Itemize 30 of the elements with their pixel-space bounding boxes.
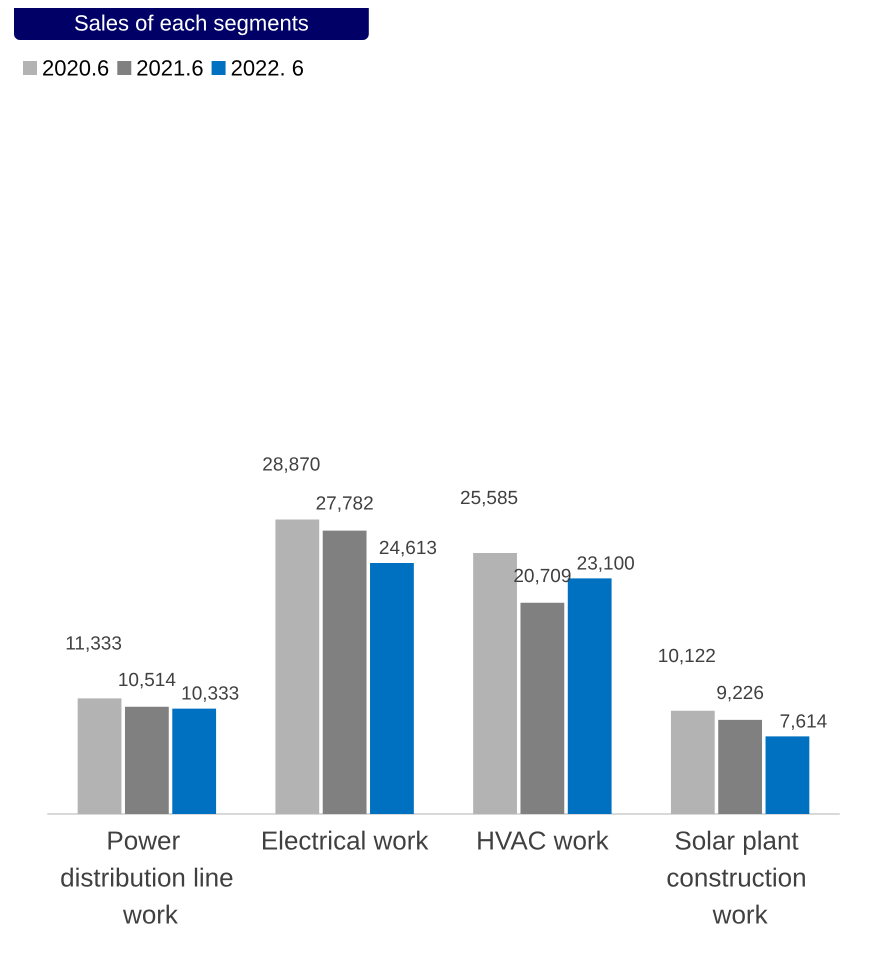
x-tick-label: Solar plant construction work — [666, 826, 814, 930]
x-tick-label: HVAC work — [476, 826, 610, 856]
data-label: 10,122 — [658, 646, 716, 667]
bar — [275, 520, 320, 814]
data-label: 7,614 — [780, 711, 828, 732]
data-label: 10,333 — [181, 684, 240, 705]
data-label: 9,226 — [716, 682, 764, 704]
legend-label: 2022. 6 — [230, 56, 304, 80]
data-label: 20,709 — [513, 566, 572, 587]
legend-label: 2020.6 — [42, 56, 110, 80]
data-label: 24,613 — [378, 538, 437, 559]
bar — [124, 706, 169, 814]
legend-label: 2021.6 — [136, 56, 204, 80]
data-label: 28,870 — [262, 454, 320, 476]
bar — [172, 708, 216, 814]
data-label: 27,782 — [316, 494, 374, 515]
chart-title: Sales of each segments — [74, 10, 309, 36]
bar — [718, 720, 762, 814]
data-label: 11,333 — [65, 633, 122, 654]
bar — [766, 736, 810, 814]
bar — [370, 562, 414, 814]
bar — [670, 710, 715, 814]
bar — [78, 698, 122, 814]
data-label: 23,100 — [576, 553, 635, 574]
x-tick-label: Electrical work — [260, 826, 430, 856]
bar — [322, 530, 367, 814]
bar — [520, 602, 564, 814]
data-label: 25,585 — [460, 488, 518, 510]
data-label: 10,514 — [118, 670, 176, 691]
x-tick-label: Power distribution line work — [60, 826, 234, 930]
